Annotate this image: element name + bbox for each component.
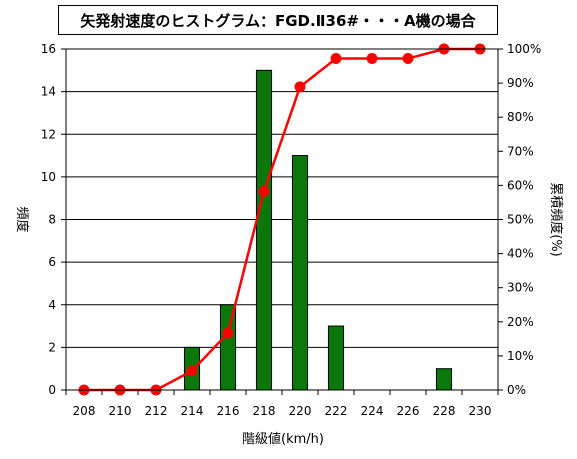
x-tick-label: 226: [397, 404, 420, 418]
frequency-bars: [183, 69, 453, 391]
y-tick-label: 12: [41, 127, 56, 141]
y2-tick-label: 70%: [507, 144, 534, 158]
cumulative-point: [330, 53, 342, 65]
bar: [435, 368, 453, 391]
y2-tick-label: 60%: [507, 178, 534, 192]
x-tick-label: 208: [73, 404, 96, 418]
gridlines: [66, 48, 498, 391]
x-tick-label: 218: [253, 404, 276, 418]
axes: 0 2 4 6 8 10 12 14 16 0% 10% 20% 30% 40% 50% 60% 70% 80% 9…: [41, 42, 542, 418]
y2-tick-label: 0%: [507, 383, 526, 397]
x-tick-label: 210: [109, 404, 132, 418]
chart-title-box: 矢発射速度のヒストグラム：FGD.Ⅱ36#・・・A機の場合: [58, 5, 498, 35]
y2-tick-label: 50%: [507, 213, 534, 227]
y2-tick-label: 100%: [507, 42, 541, 56]
y-tick-label: 6: [48, 255, 56, 269]
cumulative-point: [366, 53, 378, 65]
x-tick-label: 222: [325, 404, 348, 418]
y-tick-label: 14: [41, 85, 56, 99]
x-tick-label: 214: [181, 404, 204, 418]
y2-axis-title: 累積頻度(%): [548, 182, 564, 257]
bar: [327, 325, 345, 391]
x-tick-label: 224: [361, 404, 384, 418]
y2-tick-label: 90%: [507, 76, 534, 90]
y-tick-label: 10: [41, 170, 56, 184]
y-tick-label: 4: [48, 298, 56, 312]
y-tick-label: 8: [48, 213, 56, 227]
cumulative-point: [402, 53, 414, 65]
y2-tick-label: 30%: [507, 281, 534, 295]
y2-tick-label: 10%: [507, 349, 534, 363]
y-tick-label: 16: [41, 42, 56, 56]
chart-title: 矢発射速度のヒストグラム：FGD.Ⅱ36#・・・A機の場合: [80, 11, 476, 30]
cumulative-point: [222, 327, 234, 339]
bar: [291, 155, 309, 391]
y2-tick-label: 40%: [507, 247, 534, 261]
y-tick-label: 2: [48, 340, 56, 354]
x-tick-label: 216: [217, 404, 240, 418]
y2-tick-label: 20%: [507, 315, 534, 329]
x-axis-title: 階級値(km/h): [242, 431, 324, 447]
x-tick-label: 228: [433, 404, 456, 418]
x-tick-label: 220: [289, 404, 312, 418]
y-tick-label: 0: [48, 383, 56, 397]
cumulative-point: [186, 365, 198, 377]
x-tick-label: 212: [145, 404, 168, 418]
y-axis-title: 頻度: [14, 206, 30, 232]
bar: [219, 304, 237, 391]
x-tick-label: 230: [469, 404, 492, 418]
bar: [255, 69, 273, 391]
cumulative-point: [258, 185, 270, 197]
cumulative-point: [294, 81, 306, 93]
y2-tick-label: 80%: [507, 110, 534, 124]
